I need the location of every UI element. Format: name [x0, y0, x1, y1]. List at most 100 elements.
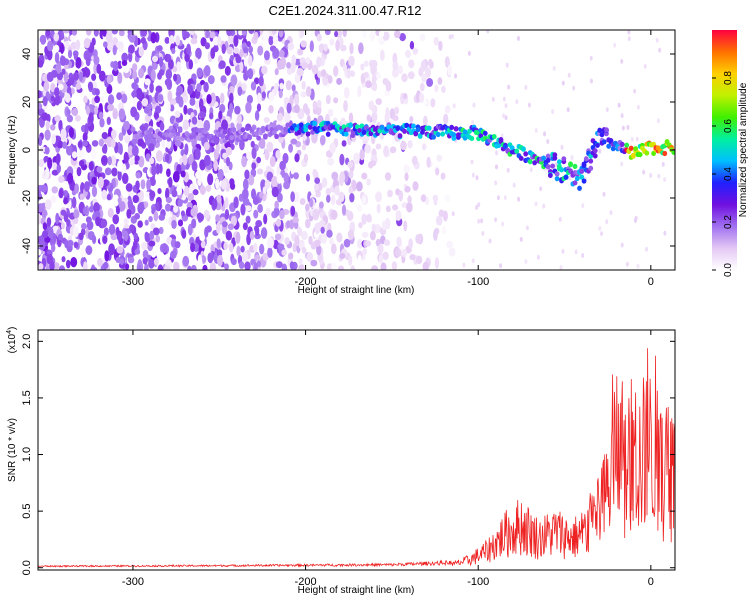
heatmap-cell: [299, 197, 306, 205]
heatmap-cell: [403, 220, 408, 232]
heatmap-cell: [475, 204, 479, 210]
heatmap-cell: [209, 112, 214, 120]
heatmap-cell: [110, 233, 118, 241]
heatmap-cell: [213, 138, 219, 144]
heatmap-cell: [296, 129, 302, 136]
heatmap-cell: [79, 193, 85, 200]
heatmap-cell: [409, 254, 416, 261]
heatmap-cell: [46, 253, 54, 265]
heatmap-cell: [229, 85, 235, 93]
heatmap-cell: [620, 161, 624, 167]
heatmap-cell: [144, 263, 149, 270]
heatmap-cell: [651, 150, 656, 157]
heatmap-cell: [187, 84, 194, 95]
colorbar-tick-label: 0.0: [723, 263, 734, 277]
x-tick-label: -200: [295, 576, 317, 588]
heatmap-cell: [426, 77, 434, 87]
heatmap-cell: [371, 73, 377, 86]
heatmap-cell: [588, 158, 594, 164]
heatmap-cell: [45, 120, 50, 130]
heatmap-cell: [191, 160, 198, 172]
heatmap-cell: [57, 233, 63, 241]
snr-y-ticks: 0.0 0.5 1.0 1.5 2.0: [21, 334, 675, 575]
heatmap-cell: [321, 233, 328, 245]
heatmap-cell: [38, 90, 42, 99]
heatmap-cell: [156, 45, 163, 52]
heatmap-cell: [305, 56, 311, 65]
heatmap-cell: [123, 230, 129, 242]
heatmap-cell: [376, 203, 381, 214]
heatmap-cell: [328, 109, 334, 117]
heatmap-cell: [407, 71, 415, 80]
heatmap-cell: [263, 213, 268, 225]
heatmap-cell: [362, 30, 367, 39]
heatmap-cell: [649, 172, 653, 178]
heatmap-cell: [229, 135, 235, 141]
heatmap-cell: [550, 163, 556, 169]
heatmap-cell: [278, 30, 284, 38]
heatmap-cell: [135, 180, 140, 191]
heatmap-cell: [276, 112, 284, 122]
snr-plot-area: [38, 330, 675, 570]
heatmap-cell: [436, 154, 443, 162]
heatmap-cell: [165, 187, 170, 200]
heatmap-cell: [601, 139, 607, 145]
heatmap-cell: [242, 188, 249, 200]
heatmap-cell: [75, 83, 82, 90]
heatmap-cell: [53, 32, 60, 42]
colorbar-label: Normalized spectral amplitude: [738, 82, 749, 217]
heatmap-cell: [78, 160, 85, 167]
heatmap-cell: [262, 252, 269, 261]
heatmap-cell: [349, 42, 354, 55]
heatmap-cell: [75, 114, 81, 122]
heatmap-cell: [250, 140, 255, 148]
heatmap-cell: [142, 257, 148, 265]
heatmap-cell: [663, 177, 667, 183]
heatmap-cell: [91, 140, 99, 147]
heatmap-cell: [173, 73, 178, 82]
heatmap-cell: [345, 126, 351, 132]
heatmap-cell: [115, 206, 121, 215]
heatmap-cell: [289, 219, 295, 230]
heatmap-cell: [348, 112, 354, 124]
heatmap-cell: [207, 75, 215, 85]
heatmap-cell: [494, 164, 498, 170]
heatmap-cell: [286, 61, 291, 69]
heatmap-cell: [425, 67, 431, 78]
heatmap-cell: [56, 163, 61, 174]
heatmap-cell: [164, 78, 172, 87]
heatmap-cell: [543, 131, 547, 137]
heatmap-cell: [397, 133, 403, 139]
heatmap-cell: [272, 33, 279, 45]
heatmap-cell: [236, 121, 243, 131]
heatmap-cell: [337, 265, 345, 270]
heatmap-cell: [112, 194, 120, 207]
heatmap-cell: [309, 198, 314, 208]
heatmap-cell: [419, 33, 426, 42]
heatmap-cell: [221, 119, 229, 132]
heatmap-cell: [129, 224, 135, 232]
heatmap-cell: [332, 65, 339, 77]
heatmap-cell: [326, 194, 331, 203]
heatmap-cell: [431, 134, 437, 140]
heatmap-cell: [297, 226, 303, 237]
heatmap-cell: [385, 80, 392, 92]
heatmap-cell: [149, 82, 154, 94]
heatmap-cell: [134, 155, 140, 162]
heatmap-cell: [438, 209, 445, 218]
heatmap-cell: [284, 111, 291, 123]
heatmap-cell: [330, 209, 338, 220]
heatmap-cell: [329, 142, 336, 154]
heatmap-cell: [334, 30, 339, 38]
heatmap-cell: [488, 238, 492, 244]
heatmap-cell: [245, 215, 251, 224]
heatmap-cell: [385, 205, 391, 213]
heatmap-cell: [554, 162, 558, 168]
heatmap-cell: [128, 33, 136, 43]
heatmap-cell: [225, 230, 233, 241]
heatmap-cell: [85, 57, 91, 67]
heatmap-cell: [168, 176, 173, 188]
heatmap-cell: [334, 185, 340, 196]
heatmap-cell: [141, 97, 149, 107]
